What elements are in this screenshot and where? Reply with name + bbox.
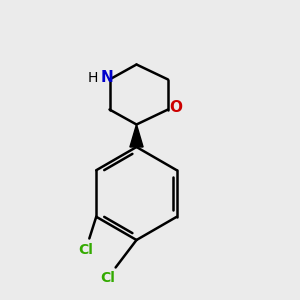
Polygon shape	[130, 124, 143, 147]
Text: N: N	[100, 70, 113, 86]
Text: O: O	[169, 100, 182, 116]
Text: Cl: Cl	[100, 271, 116, 284]
Text: H: H	[88, 71, 98, 85]
Text: Cl: Cl	[78, 244, 93, 257]
